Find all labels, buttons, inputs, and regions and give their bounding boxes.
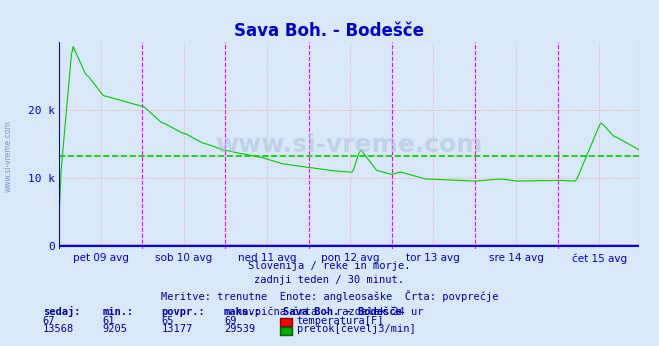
Text: temperatura[F]: temperatura[F]: [297, 316, 384, 326]
Text: 67: 67: [43, 316, 55, 326]
Text: min.:: min.:: [102, 307, 133, 317]
Text: Sava Boh. - Bodešče: Sava Boh. - Bodešče: [235, 22, 424, 40]
Text: povpr.:: povpr.:: [161, 307, 205, 317]
Text: 61: 61: [102, 316, 115, 326]
Text: 13568: 13568: [43, 324, 74, 334]
Text: 9205: 9205: [102, 324, 127, 334]
Text: www.si-vreme.com: www.si-vreme.com: [3, 120, 13, 192]
Text: Slovenija / reke in morje.
zadnji teden / 30 minut.
Meritve: trenutne  Enote: an: Slovenija / reke in morje. zadnji teden …: [161, 261, 498, 317]
Text: Sava Boh. - Bodešče: Sava Boh. - Bodešče: [283, 307, 402, 317]
Text: 65: 65: [161, 316, 174, 326]
Text: 29539: 29539: [224, 324, 255, 334]
Text: www.si-vreme.com: www.si-vreme.com: [215, 133, 483, 157]
Text: sedaj:: sedaj:: [43, 306, 80, 317]
Text: pretok[čevelj3/min]: pretok[čevelj3/min]: [297, 324, 415, 334]
Text: 13177: 13177: [161, 324, 192, 334]
Text: maks.:: maks.:: [224, 307, 262, 317]
Text: 69: 69: [224, 316, 237, 326]
